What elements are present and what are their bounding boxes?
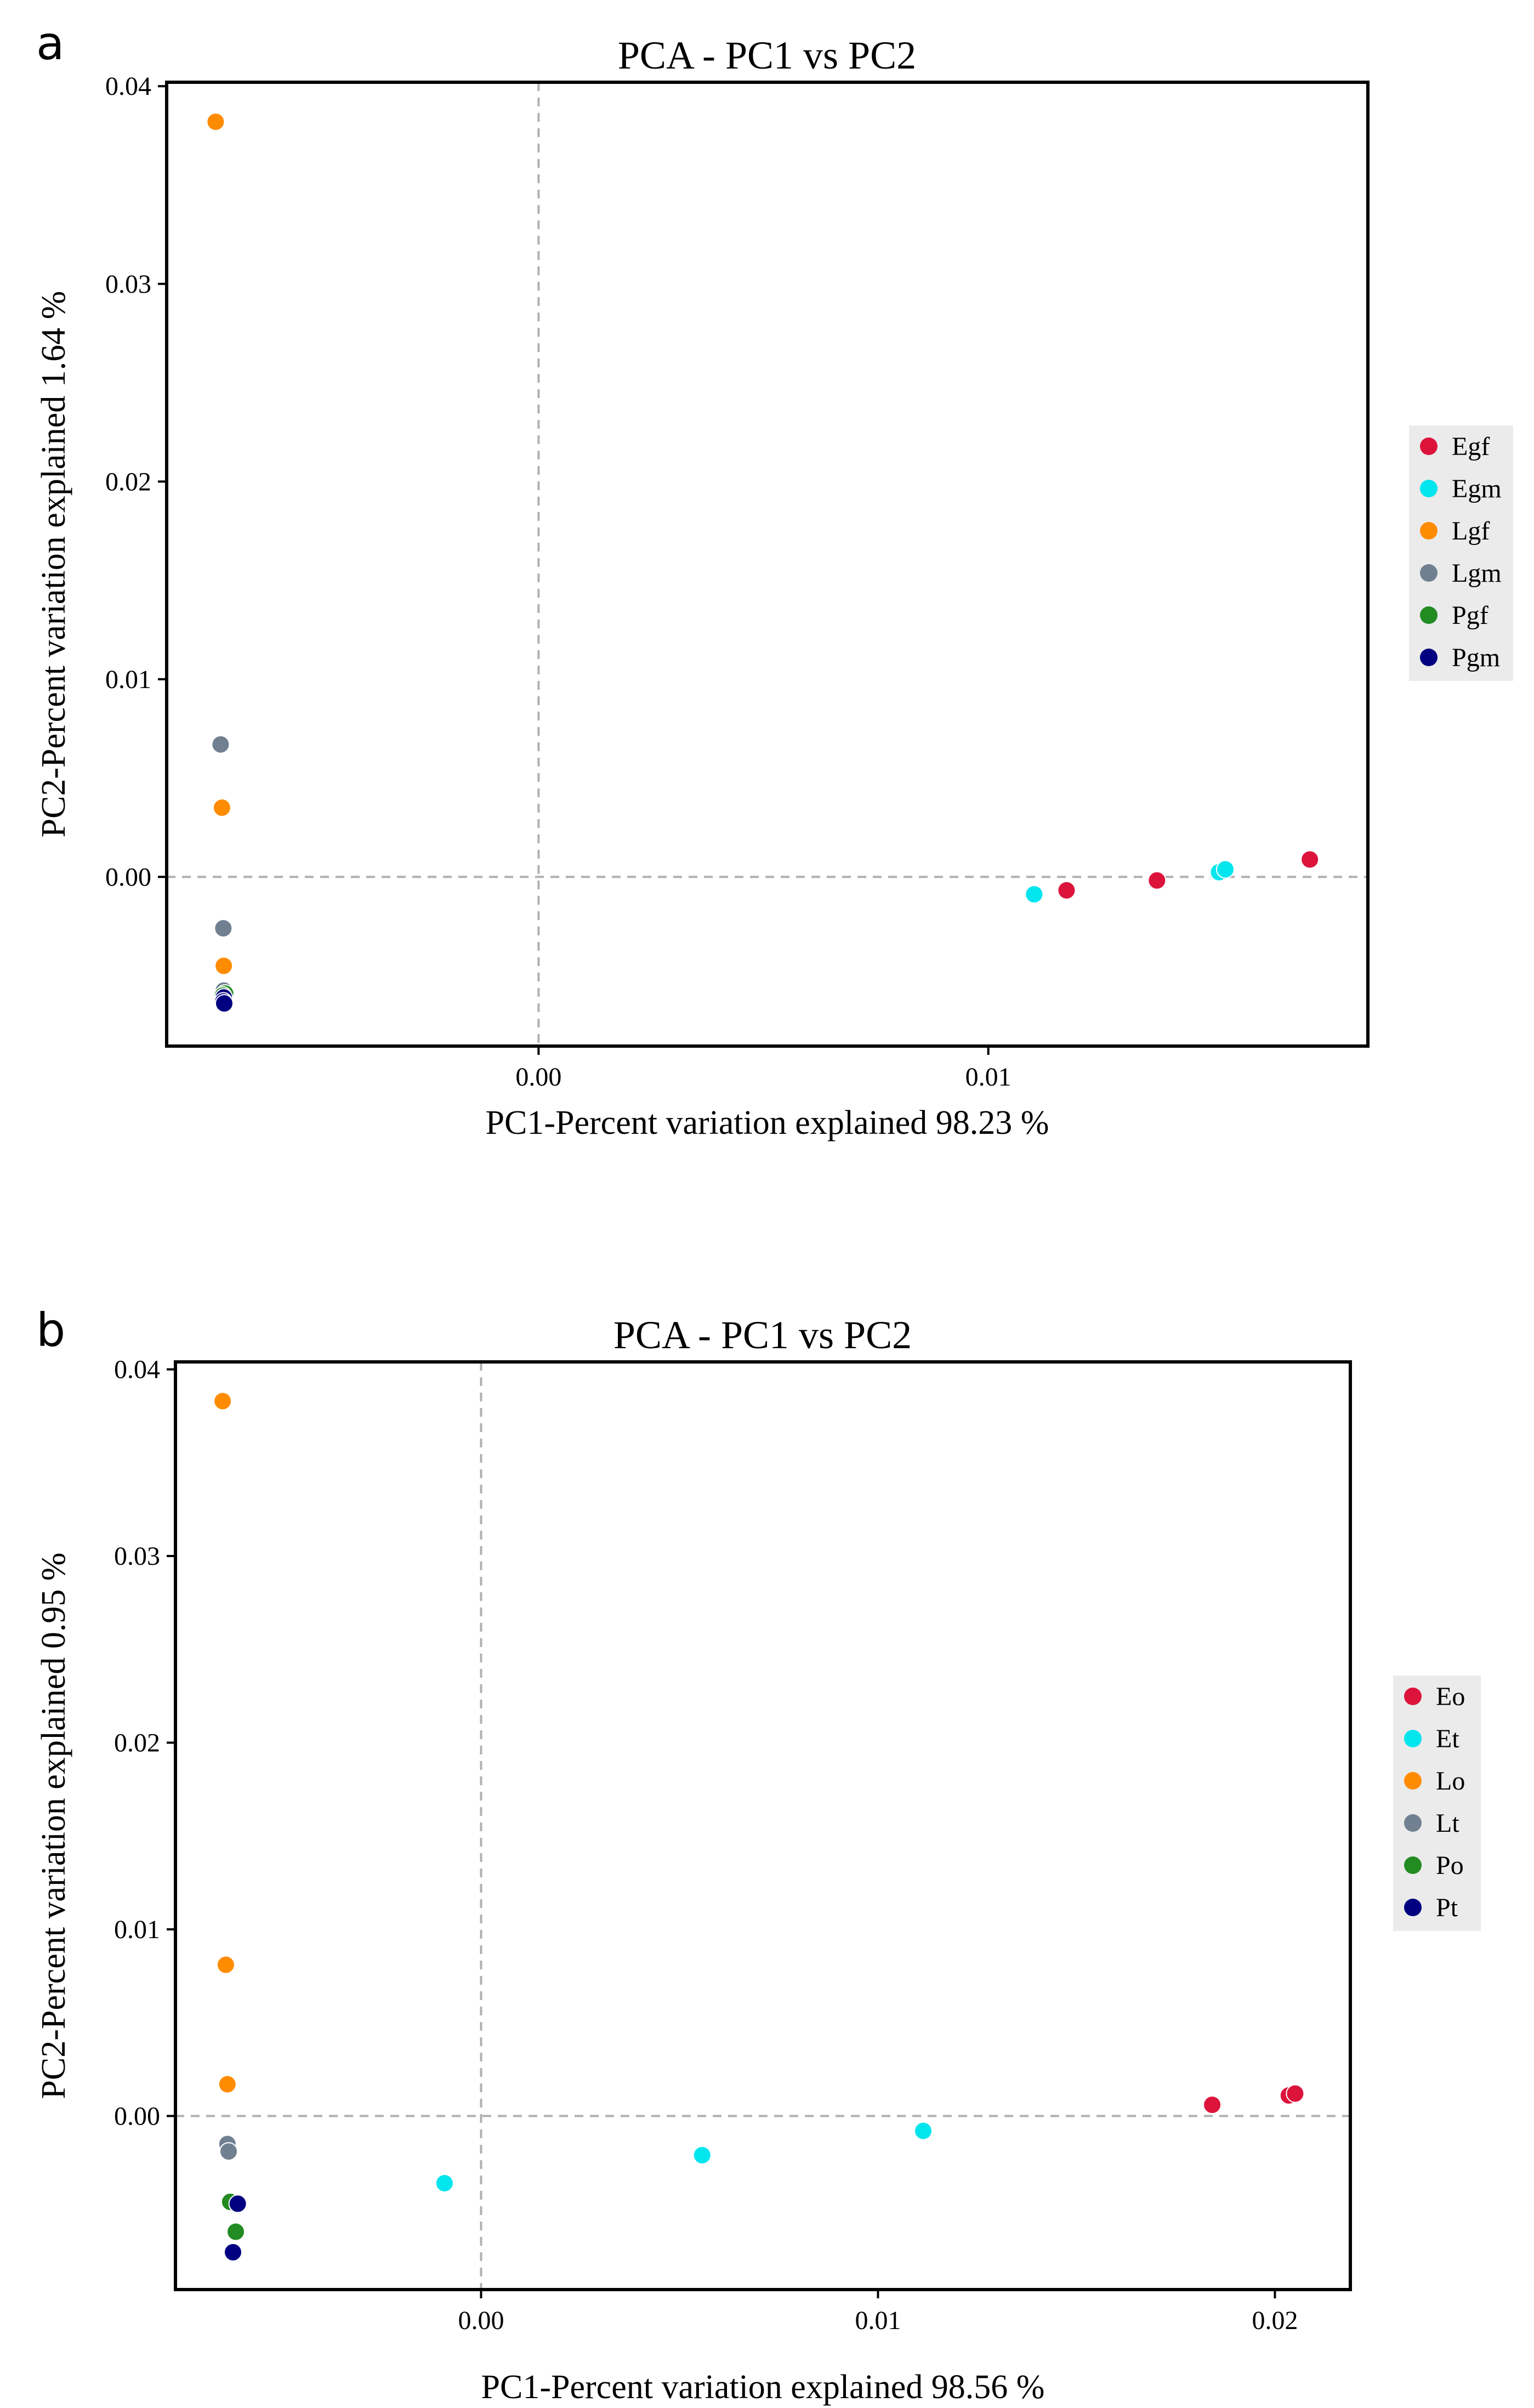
legend-swatch (1404, 1772, 1422, 1790)
legend-item-label: Egm (1452, 474, 1502, 503)
data-point-et (692, 2145, 712, 2165)
data-point-egf (1147, 871, 1167, 890)
data-point-eo (1286, 2084, 1305, 2103)
legend-swatch (1420, 606, 1438, 624)
legend-background (1409, 425, 1513, 681)
data-point-lo (218, 2075, 237, 2094)
legend-item-label: Po (1436, 1851, 1464, 1880)
panel-label: a (36, 16, 64, 70)
legend-swatch (1420, 480, 1438, 497)
y-tick-label: 0.03 (105, 270, 151, 299)
y-tick-label: 0.03 (114, 1542, 160, 1571)
legend-swatch (1420, 564, 1438, 582)
y-axis-label: PC2-Percent variation explained 0.95 % (35, 1553, 72, 2099)
legend-swatch (1404, 1814, 1422, 1832)
data-point-lgf (212, 798, 231, 817)
x-tick-label: 0.02 (1252, 2306, 1298, 2335)
chart-title: PCA - PC1 vs PC2 (618, 33, 916, 77)
panel-a: a PCA - PC1 vs PC2 0.00 0.01 0.02 0.03 0.04 0.0… (35, 16, 1513, 1141)
legend-item-label: Lt (1436, 1809, 1459, 1838)
y-tick-label: 0.02 (114, 1729, 160, 1758)
data-point-egm (1025, 885, 1044, 904)
data-point-lgf (214, 956, 234, 975)
legend-item-label: Pgm (1452, 643, 1500, 672)
data-point-eo (1203, 2095, 1222, 2114)
legend-item-label: Lgm (1452, 559, 1502, 588)
y-tick-label: 0.00 (114, 2102, 160, 2131)
x-axis-label: PC1-Percent variation explained 98.23 % (486, 1104, 1049, 1141)
legend-swatch (1420, 438, 1438, 455)
legend-swatch (1420, 649, 1438, 666)
legend-item-label: Egf (1452, 432, 1490, 461)
y-tick-label: 0.01 (105, 665, 151, 694)
panel-b: b PCA - PC1 vs PC2 0.00 0.01 0.02 0.03 0.04 0.0… (35, 1303, 1481, 2406)
legend-swatch (1420, 522, 1438, 539)
legend-item-label: Eo (1436, 1682, 1465, 1711)
data-point-lgm (211, 735, 230, 754)
data-point-et (435, 2173, 454, 2193)
legend-background (1393, 1676, 1481, 1931)
x-tick-label: 0.00 (458, 2306, 504, 2335)
chart-title: PCA - PC1 vs PC2 (613, 1313, 912, 1357)
y-tick-label: 0.00 (105, 862, 151, 891)
x-tick-label: 0.00 (515, 1063, 561, 1092)
plot-frame (174, 1360, 1352, 2291)
legend-item-label: Lo (1436, 1767, 1465, 1796)
legend-swatch (1404, 1688, 1422, 1705)
y-tick-label: 0.04 (114, 1355, 160, 1384)
legend-item-label: Et (1436, 1724, 1459, 1753)
legend-item-label: Pgf (1452, 601, 1488, 630)
panel-label: b (36, 1303, 65, 1357)
data-point-po (226, 2222, 246, 2241)
legend-swatch (1404, 1899, 1422, 1916)
legend-item-label: Lgf (1452, 516, 1490, 546)
x-axis-label: PC1-Percent variation explained 98.56 % (481, 2369, 1045, 2406)
legend: Egf Egm Lgf Lgm Pgf Pgm (1409, 425, 1513, 681)
y-axis-label: PC2-Percent variation explained 1.64 % (35, 291, 72, 838)
y-tick-label: 0.01 (114, 1915, 160, 1944)
data-point-pt (223, 2242, 242, 2262)
y-tick-label: 0.02 (105, 467, 151, 496)
data-point-egf (1300, 850, 1320, 869)
data-point-et (913, 2121, 933, 2140)
data-point-pgm (214, 994, 234, 1013)
data-point-egm (1215, 860, 1235, 879)
data-point-lgm (214, 919, 233, 938)
legend: Eo Et Lo Lt Po Pt (1393, 1676, 1481, 1931)
y-tick-label: 0.04 (105, 72, 151, 101)
legend-swatch (1404, 1856, 1422, 1874)
x-tick-label: 0.01 (965, 1063, 1012, 1092)
data-point-lo (216, 1955, 235, 1974)
legend-swatch (1404, 1730, 1422, 1747)
plot-frame (165, 81, 1370, 1048)
data-point-pt (228, 2194, 247, 2213)
x-tick-label: 0.01 (855, 2306, 901, 2335)
data-point-lt (219, 2142, 238, 2161)
data-point-lo (213, 1392, 232, 1411)
legend-item-label: Pt (1436, 1893, 1458, 1922)
data-point-egf (1057, 881, 1076, 900)
data-point-lgf (206, 112, 225, 132)
